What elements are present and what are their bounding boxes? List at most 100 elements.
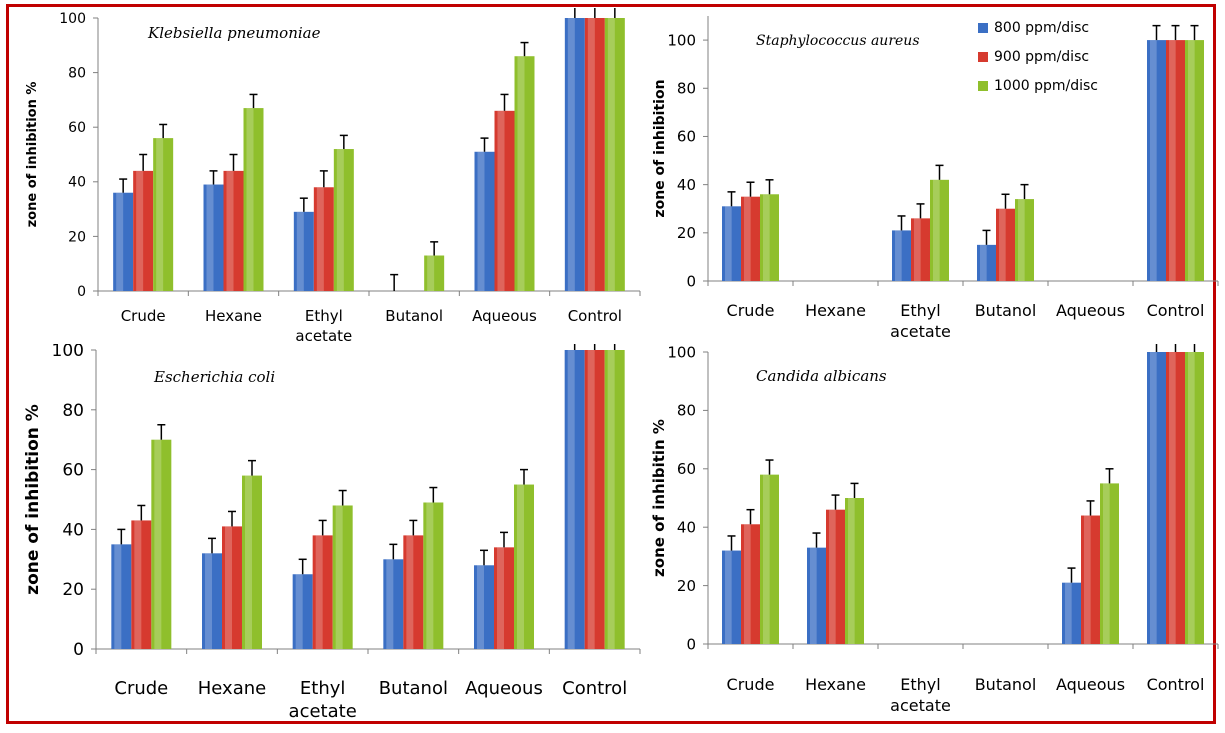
bar-escherichia-0-5 bbox=[564, 350, 585, 649]
y-tick-label: 60 bbox=[677, 460, 696, 478]
error-bar bbox=[1190, 336, 1199, 352]
bar-candida-0-0 bbox=[722, 550, 741, 644]
y-tick-label: 60 bbox=[62, 461, 84, 481]
y-tick-label: 80 bbox=[677, 80, 696, 98]
chart-svg-staphylococcus: 0 20 40 60 80 100 Crude Hexane Ethyl acetate Butan… bbox=[652, 16, 1219, 341]
x-tick-label: Hexane bbox=[805, 301, 866, 320]
error-bar bbox=[935, 164, 944, 180]
error-bar bbox=[137, 504, 146, 521]
x-tick-label: Butanol bbox=[975, 301, 1037, 320]
y-tick-label: 100 bbox=[667, 344, 696, 361]
error-bar bbox=[157, 424, 166, 440]
bar-staphylococcus-2-2 bbox=[930, 179, 949, 281]
x-tick-label: Ethyl bbox=[900, 301, 940, 320]
error-bar bbox=[1171, 336, 1180, 352]
y-tick-label: 60 bbox=[677, 128, 696, 146]
error-bar bbox=[1190, 24, 1199, 41]
bar-escherichia-0-4 bbox=[474, 565, 494, 649]
bar-candida-2-5 bbox=[1185, 352, 1204, 644]
x-tick-label: Crude bbox=[121, 307, 166, 325]
y-tick-label: 20 bbox=[677, 224, 696, 242]
error-bar bbox=[982, 229, 991, 245]
error-bar bbox=[812, 532, 821, 548]
chart-title: Klebsiella pneumoniae bbox=[147, 24, 321, 42]
y-tick-label: 20 bbox=[68, 229, 86, 245]
x-tick-label: acetate bbox=[890, 322, 951, 341]
error-bar bbox=[299, 197, 308, 212]
error-bar bbox=[339, 134, 348, 150]
bar-escherichia-2-1 bbox=[242, 475, 262, 649]
error-bar bbox=[318, 519, 327, 536]
error-bar bbox=[520, 468, 528, 485]
error-bar bbox=[610, 3, 619, 18]
bar-klebsiella-0-0 bbox=[113, 192, 134, 291]
x-tick-label: acetate bbox=[890, 696, 951, 715]
chart-escherichia: 0 20 40 60 80 100 Crude Hexane Ethyl acetate Butan… bbox=[14, 334, 644, 728]
bar-candida-2-0 bbox=[760, 474, 779, 644]
figure-frame bbox=[6, 4, 1216, 724]
bar-escherichia-2-0 bbox=[151, 439, 172, 649]
legend-item-900: 900 ppm/disc bbox=[978, 49, 1089, 65]
bar-klebsiella-2-4 bbox=[514, 56, 535, 291]
x-tick-label: Aqueous bbox=[465, 678, 543, 699]
chart-title: Candida albicans bbox=[756, 367, 887, 385]
bar-klebsiella-2-1 bbox=[243, 108, 264, 291]
x-tick-label: Aqueous bbox=[472, 307, 537, 325]
x-tick-label: Hexane bbox=[205, 307, 262, 325]
bar-candida-1-5 bbox=[1166, 352, 1185, 644]
error-bar bbox=[208, 537, 216, 554]
x-tick-label: Control bbox=[1147, 675, 1205, 694]
error-bar bbox=[727, 535, 736, 551]
y-tick-label: 40 bbox=[68, 175, 86, 191]
error-bar bbox=[389, 543, 398, 560]
error-bar bbox=[916, 203, 925, 219]
y-axis-label: zone of inhibition % bbox=[25, 82, 40, 228]
bar-staphylococcus-2-5 bbox=[1185, 40, 1204, 281]
y-tick-label: 100 bbox=[59, 11, 86, 27]
bar-staphylococcus-1-2 bbox=[911, 218, 930, 281]
error-bar bbox=[429, 486, 438, 503]
bar-escherichia-2-3 bbox=[423, 502, 444, 649]
x-tick-label: Control bbox=[1147, 301, 1205, 320]
y-tick-label: 0 bbox=[73, 640, 84, 660]
error-bar bbox=[390, 273, 399, 291]
bar-escherichia-2-5 bbox=[604, 350, 625, 649]
bar-klebsiella-2-2 bbox=[333, 149, 354, 291]
x-tick-label: Ethyl bbox=[900, 675, 940, 694]
bar-klebsiella-2-3 bbox=[424, 255, 445, 291]
y-tick-label: 0 bbox=[686, 635, 696, 653]
bar-escherichia-1-1 bbox=[222, 526, 242, 649]
error-bar bbox=[590, 0, 599, 18]
x-tick-label: Ethyl bbox=[305, 307, 343, 325]
error-bar bbox=[590, 334, 599, 350]
y-tick-label: 80 bbox=[62, 401, 84, 421]
error-bar bbox=[1171, 24, 1180, 41]
y-axis-label: zone of inhibition % bbox=[23, 404, 43, 595]
y-tick-label: 40 bbox=[62, 520, 84, 540]
error-bar bbox=[746, 181, 755, 197]
chart-klebsiella: 0 20 40 60 80 100 Crude Hexane Ethyl acetate Butan… bbox=[14, 0, 644, 352]
x-tick-label: Butanol bbox=[975, 675, 1037, 694]
x-tick-label: acetate bbox=[289, 701, 357, 722]
bar-escherichia-0-2 bbox=[292, 574, 313, 649]
error-bar bbox=[1152, 24, 1161, 41]
error-bar bbox=[119, 178, 128, 193]
y-tick-label: 60 bbox=[68, 120, 86, 136]
y-tick-label: 40 bbox=[677, 518, 696, 536]
error-bar bbox=[480, 137, 489, 152]
error-bar bbox=[500, 93, 509, 111]
bar-candida-1-0 bbox=[741, 524, 760, 644]
error-bar bbox=[1086, 500, 1095, 516]
error-bar bbox=[430, 241, 439, 256]
error-bar bbox=[228, 510, 236, 527]
error-bar bbox=[338, 489, 347, 506]
chart-svg-candida: 0 20 40 60 80 100 Crude Hexane Ethyl acetate Butan… bbox=[650, 336, 1219, 715]
bar-staphylococcus-2-3 bbox=[1015, 199, 1034, 281]
x-tick-label: Butanol bbox=[385, 307, 443, 325]
error-bar bbox=[409, 519, 418, 536]
error-bar bbox=[831, 494, 840, 510]
x-tick-label: Aqueous bbox=[1056, 675, 1125, 694]
bar-klebsiella-0-1 bbox=[203, 184, 224, 291]
x-tick-label: acetate bbox=[295, 327, 352, 345]
